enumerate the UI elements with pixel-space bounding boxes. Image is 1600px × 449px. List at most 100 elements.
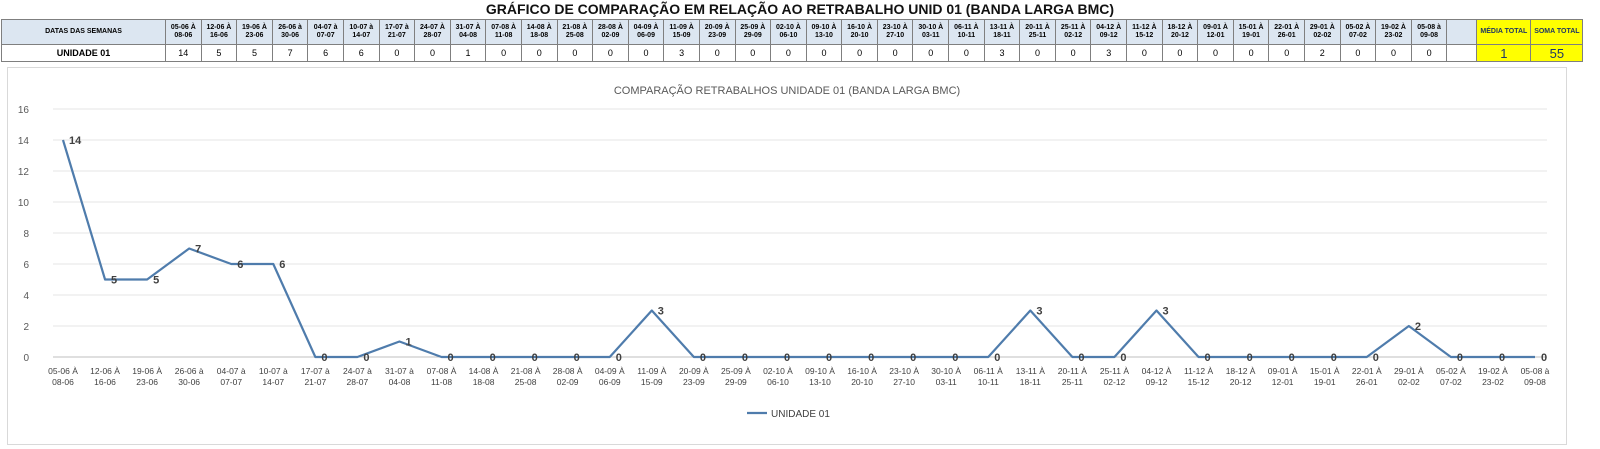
- week-value-cell: 0: [1127, 45, 1163, 62]
- x-tick-label: 02-10 À: [763, 366, 793, 376]
- soma-total-value: 55: [1531, 45, 1583, 62]
- x-tick-label: 10-07 à: [259, 366, 288, 376]
- week-header-cell: 13-11 À 18-11: [984, 20, 1020, 45]
- x-tick-label: 30-06: [178, 377, 200, 387]
- x-tick-label: 05-06 À: [48, 366, 78, 376]
- week-header-cell: 14-08 À 18-08: [521, 20, 557, 45]
- week-value-cell: 0: [1340, 45, 1376, 62]
- x-tick-label: 23-10 À: [889, 366, 919, 376]
- x-tick-label: 11-08: [431, 377, 452, 387]
- x-tick-label: 26-06 à: [175, 366, 204, 376]
- x-tick-label: 18-08: [473, 377, 495, 387]
- x-tick-label: 28-07: [347, 377, 369, 387]
- x-tick-label: 05-02 À: [1436, 366, 1466, 376]
- data-label: 0: [1205, 352, 1211, 364]
- week-header-cell: 07-08 À 11-08: [486, 20, 522, 45]
- week-header-cell: 18-12 À 20-12: [1162, 20, 1198, 45]
- week-value-cell: 1: [450, 45, 486, 62]
- data-label: 0: [1078, 352, 1084, 364]
- x-tick-label: 07-02: [1440, 377, 1462, 387]
- data-label: 0: [1499, 352, 1505, 364]
- week-header-cell: 22-01 À 26-01: [1269, 20, 1305, 45]
- week-header-cell: 05-08 à 09-08: [1411, 20, 1447, 45]
- y-tick-label: 16: [18, 105, 30, 116]
- week-value-cell: 0: [415, 45, 451, 62]
- x-tick-label: 16-06: [94, 377, 116, 387]
- week-header-cell: 31-07 À 04-08: [450, 20, 486, 45]
- y-tick-label: 4: [23, 291, 29, 302]
- week-header-cell: 28-08 À 02-09: [593, 20, 629, 45]
- week-value-cell: 0: [735, 45, 771, 62]
- week-header-cell: 04-07 à 07-07: [308, 20, 344, 45]
- week-value-cell: 0: [699, 45, 735, 62]
- week-header-cell: 15-01 À 19-01: [1233, 20, 1269, 45]
- x-tick-label: 20-12: [1230, 377, 1252, 387]
- x-tick-label: 18-12 À: [1226, 366, 1256, 376]
- week-header-cell: 29-01 À 02-02: [1305, 20, 1341, 45]
- x-tick-label: 14-07: [262, 377, 284, 387]
- week-value-cell: 0: [1233, 45, 1269, 62]
- x-tick-label: 06-10: [767, 377, 789, 387]
- week-value-cell: 0: [593, 45, 629, 62]
- week-value-cell: 0: [486, 45, 522, 62]
- week-value-cell: 7: [272, 45, 308, 62]
- week-value-cell: 5: [201, 45, 237, 62]
- week-value-cell: 0: [1269, 45, 1305, 62]
- y-tick-label: 8: [23, 229, 29, 240]
- week-header-cell: 09-01 À 12-01: [1198, 20, 1234, 45]
- week-value-cell: 0: [877, 45, 913, 62]
- data-label: 14: [69, 135, 82, 147]
- week-value-cell: 0: [628, 45, 664, 62]
- x-tick-label: 23-09: [683, 377, 705, 387]
- x-tick-label: 30-10 À: [931, 366, 961, 376]
- data-label: 0: [1247, 352, 1253, 364]
- x-tick-label: 04-12 À: [1142, 366, 1172, 376]
- x-tick-label: 20-11 À: [1058, 366, 1087, 376]
- x-tick-label: 20-09 À: [679, 366, 709, 376]
- data-label: 0: [363, 352, 369, 364]
- media-total-label: MÉDIA TOTAL: [1477, 20, 1531, 45]
- x-tick-label: 02-12: [1104, 377, 1126, 387]
- week-value-cell: 0: [521, 45, 557, 62]
- x-tick-label: 24-07 à: [343, 366, 372, 376]
- x-tick-label: 27-10: [893, 377, 915, 387]
- data-label: 0: [448, 352, 454, 364]
- x-tick-label: 15-12: [1188, 377, 1210, 387]
- week-header-cell: 04-12 À 09-12: [1091, 20, 1127, 45]
- x-tick-label: 15-09: [641, 377, 663, 387]
- x-tick-label: 14-08 À: [469, 366, 499, 376]
- week-value-cell: 0: [806, 45, 842, 62]
- week-header-cell: 12-06 À 16-06: [201, 20, 237, 45]
- week-header-cell: 20-11 À 25-11: [1020, 20, 1056, 45]
- data-label: 0: [952, 352, 958, 364]
- series-line-unidade-01: [63, 140, 1535, 357]
- week-header-cell: 16-10 À 20-10: [842, 20, 878, 45]
- data-label: 0: [1373, 352, 1379, 364]
- page-title: GRÁFICO DE COMPARAÇÃO EM RELAÇÃO AO RETR…: [0, 1, 1600, 17]
- spacer-cell: [1447, 45, 1477, 62]
- week-value-cell: 0: [1198, 45, 1234, 62]
- data-label: 0: [1541, 352, 1547, 364]
- x-tick-label: 09-01 À: [1268, 366, 1298, 376]
- week-header-cell: 23-10 À 27-10: [877, 20, 913, 45]
- data-label: 5: [153, 275, 159, 287]
- x-tick-label: 02-02: [1398, 377, 1420, 387]
- media-total-value: 1: [1477, 45, 1531, 62]
- week-value-cell: 0: [379, 45, 415, 62]
- week-header-cell: 25-09 À 29-09: [735, 20, 771, 45]
- y-tick-label: 2: [23, 322, 29, 333]
- week-header-cell: 20-09 À 23-09: [699, 20, 735, 45]
- x-tick-label: 26-01: [1356, 377, 1378, 387]
- x-tick-label: 05-08 à: [1521, 366, 1550, 376]
- x-tick-label: 07-08 À: [427, 366, 457, 376]
- x-tick-label: 11-09 À: [637, 366, 666, 376]
- x-tick-label: 04-07 à: [217, 366, 246, 376]
- x-tick-label: 12-06 À: [90, 366, 120, 376]
- x-tick-label: 04-08: [389, 377, 411, 387]
- x-tick-label: 19-02 À: [1478, 366, 1508, 376]
- x-tick-label: 28-08 À: [553, 366, 583, 376]
- week-header-cell: 06-11 À 10-11: [949, 20, 985, 45]
- week-value-cell: 2: [1305, 45, 1341, 62]
- week-header-cell: 21-08 À 25-08: [557, 20, 593, 45]
